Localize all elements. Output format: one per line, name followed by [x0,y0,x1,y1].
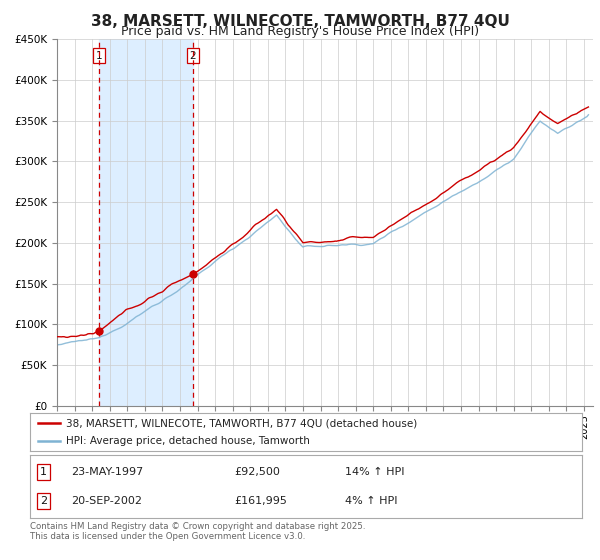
Text: 1: 1 [40,467,47,477]
Text: 38, MARSETT, WILNECOTE, TAMWORTH, B77 4QU: 38, MARSETT, WILNECOTE, TAMWORTH, B77 4Q… [91,14,509,29]
Text: 2: 2 [190,50,196,60]
Text: 1: 1 [95,50,102,60]
Text: 4% ↑ HPI: 4% ↑ HPI [344,496,397,506]
Text: Contains HM Land Registry data © Crown copyright and database right 2025.
This d: Contains HM Land Registry data © Crown c… [30,522,365,542]
Text: HPI: Average price, detached house, Tamworth: HPI: Average price, detached house, Tamw… [66,436,310,446]
Bar [99,39,193,406]
Text: 38, MARSETT, WILNECOTE, TAMWORTH, B77 4QU (detached house): 38, MARSETT, WILNECOTE, TAMWORTH, B77 4Q… [66,418,417,428]
Text: Price paid vs. HM Land Registry's House Price Index (HPI): Price paid vs. HM Land Registry's House … [121,25,479,38]
Text: £92,500: £92,500 [234,467,280,477]
Text: £161,995: £161,995 [234,496,287,506]
Text: 20-SEP-2002: 20-SEP-2002 [71,496,142,506]
Text: 2: 2 [40,496,47,506]
Text: 14% ↑ HPI: 14% ↑ HPI [344,467,404,477]
Text: 23-MAY-1997: 23-MAY-1997 [71,467,143,477]
